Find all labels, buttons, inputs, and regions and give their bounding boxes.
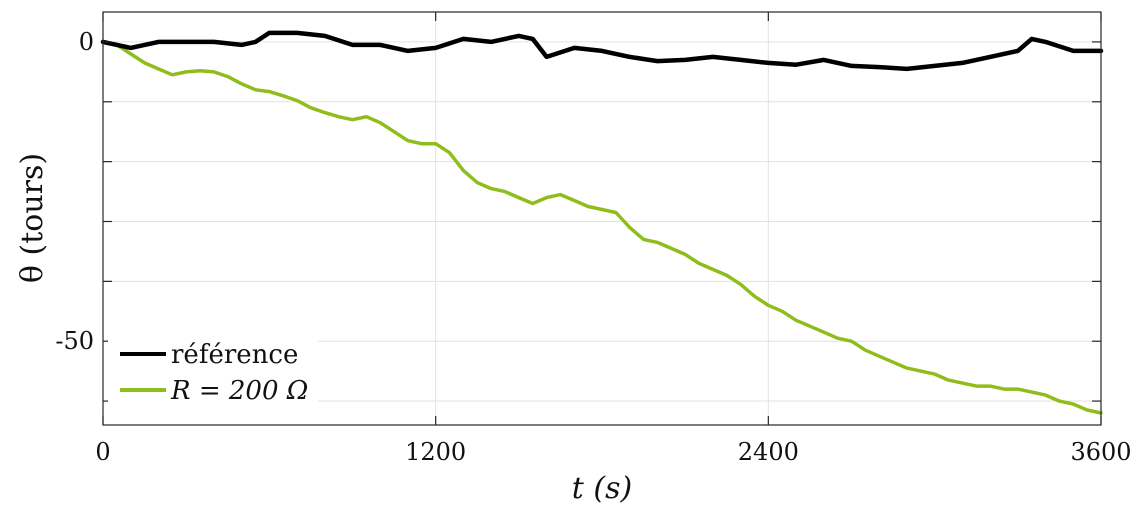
x-tick-label: 3600 [1070, 438, 1131, 466]
legend: référence R = 200 Ω [108, 338, 318, 418]
tick-labels: 0 1200 2400 3600 0 -50 [55, 28, 1131, 466]
tick-marks [102, 12, 1102, 425]
y-tick-label: 0 [79, 28, 94, 56]
y-tick-label: -50 [55, 327, 94, 355]
legend-label-r200: R = 200 Ω [170, 376, 308, 406]
plot-frame [102, 11, 1102, 426]
legend-box [108, 338, 318, 418]
series-line-reference [100, 30, 1104, 72]
series-line-r200 [101, 40, 1103, 415]
y-axis-label: θ (tours) [15, 153, 50, 283]
series-layer [100, 30, 1104, 415]
x-axis-label: t (s) [572, 471, 632, 506]
x-tick-label: 0 [95, 438, 110, 466]
legend-label-reference: référence [171, 340, 298, 370]
x-tick-label: 1200 [405, 438, 466, 466]
x-tick-label: 2400 [738, 438, 799, 466]
